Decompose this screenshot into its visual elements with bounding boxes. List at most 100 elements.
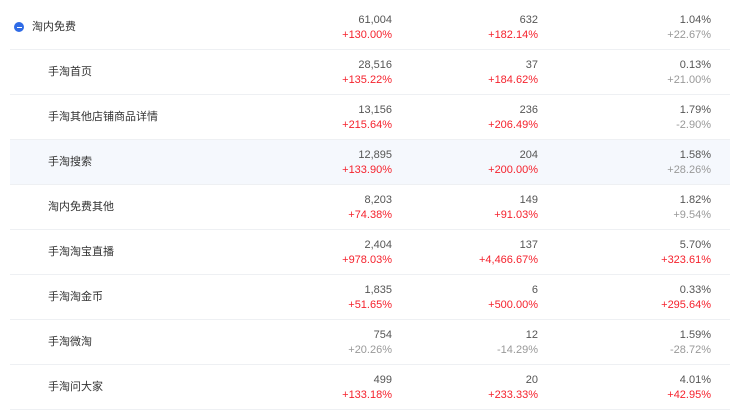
metric-cell-2: 204 +200.00%	[488, 148, 538, 178]
source-name-cell: 手淘淘金币	[48, 275, 103, 319]
metric-change: +233.33%	[488, 389, 538, 401]
source-name: 手淘微淘	[48, 336, 92, 348]
source-name-cell: 淘内免费其他	[48, 185, 114, 229]
metric-value: 1.82%	[679, 194, 711, 206]
source-name: 手淘其他店铺商品详情	[48, 111, 158, 123]
metric-value: 0.13%	[679, 59, 711, 71]
source-name: 手淘淘宝直播	[48, 246, 114, 258]
metric-change: +200.00%	[488, 164, 538, 176]
collapse-minus-icon[interactable]	[14, 22, 24, 32]
metric-cell-2: 12 -14.29%	[497, 328, 538, 358]
metric-change: +91.03%	[494, 209, 538, 221]
metric-cell-2: 149 +91.03%	[494, 193, 538, 223]
table-row[interactable]: 手淘搜索 12,895 +133.90% 204 +200.00% 1.58% +28.26…	[10, 140, 730, 185]
metric-change: +22.67%	[667, 29, 711, 41]
table-row[interactable]: 手淘淘金币 1,835 +51.65% 6 +500.00% 0.33% +295.64%	[10, 275, 730, 320]
metric-cell-1: 12,895 +133.90%	[342, 148, 392, 178]
metric-change: +133.18%	[342, 389, 392, 401]
metric-cell-3: 0.13% +21.00%	[667, 58, 711, 88]
metric-change: +28.26%	[667, 164, 711, 176]
metric-value: 61,004	[358, 14, 392, 26]
metric-change: +4,466.67%	[478, 254, 538, 266]
metric-change: +130.00%	[342, 29, 392, 41]
metric-cell-1: 61,004 +130.00%	[342, 13, 392, 43]
metric-cell-2: 20 +233.33%	[488, 373, 538, 403]
source-name-cell: 手淘问大家	[48, 365, 103, 409]
metric-value: 37	[525, 59, 538, 71]
metric-cell-3: 1.82% +9.54%	[673, 193, 711, 223]
metric-change: +215.64%	[342, 119, 392, 131]
source-name: 淘内免费其他	[48, 201, 114, 213]
source-name-cell: 手淘其他店铺商品详情	[48, 95, 158, 139]
metric-change: +133.90%	[342, 164, 392, 176]
metric-cell-3: 1.58% +28.26%	[667, 148, 711, 178]
metric-value: 2,404	[364, 239, 392, 251]
metric-change: +42.95%	[667, 389, 711, 401]
metric-value: 5.70%	[679, 239, 711, 251]
metric-value: 12	[525, 329, 538, 341]
metric-cell-1: 13,156 +215.64%	[342, 103, 392, 133]
metric-value: 20	[525, 374, 538, 386]
table-row[interactable]: 淘内免费其他 8,203 +74.38% 149 +91.03% 1.82% +9.54%	[10, 185, 730, 230]
metric-cell-2: 236 +206.49%	[488, 103, 538, 133]
table-row[interactable]: 手淘其他店铺商品详情 13,156 +215.64% 236 +206.49% 1.79%…	[10, 95, 730, 140]
metric-cell-2: 137 +4,466.67%	[479, 238, 538, 268]
source-name: 手淘搜索	[48, 156, 92, 168]
metric-change: -28.72%	[670, 344, 711, 356]
metric-change: +978.03%	[342, 254, 392, 266]
metric-change: +21.00%	[667, 74, 711, 86]
metric-value: 137	[519, 239, 538, 251]
metric-change: +182.14%	[488, 29, 538, 41]
metric-cell-3: 0.33% +295.64%	[661, 283, 711, 313]
metric-change: +295.64%	[661, 299, 711, 311]
source-name: 手淘淘金币	[48, 291, 103, 303]
metric-value: 1.59%	[679, 329, 711, 341]
metric-value: 499	[373, 374, 392, 386]
metric-change: -14.29%	[497, 344, 538, 356]
metric-cell-2: 6 +500.00%	[488, 283, 538, 313]
source-name: 手淘首页	[48, 66, 92, 78]
metric-change: +184.62%	[488, 74, 538, 86]
metric-value: 236	[519, 104, 538, 116]
metric-value: 204	[519, 149, 538, 161]
metric-cell-1: 2,404 +978.03%	[342, 238, 392, 268]
source-name: 手淘问大家	[48, 381, 103, 393]
source-name: 淘内免费	[32, 21, 76, 33]
source-name-cell: 淘内免费	[14, 5, 76, 49]
metric-change: +20.26%	[348, 344, 392, 356]
metric-value: 1.79%	[679, 104, 711, 116]
metric-value: 13,156	[358, 104, 392, 116]
metric-value: 8,203	[364, 194, 392, 206]
metric-value: 4.01%	[679, 374, 711, 386]
metric-value: 754	[373, 329, 392, 341]
metric-change: +51.65%	[348, 299, 392, 311]
metric-cell-2: 37 +184.62%	[488, 58, 538, 88]
metric-cell-1: 1,835 +51.65%	[348, 283, 392, 313]
source-name-cell: 手淘淘宝直播	[48, 230, 114, 274]
table-row[interactable]: 手淘问大家 499 +133.18% 20 +233.33% 4.01% +42.95%	[10, 365, 730, 410]
metric-cell-1: 499 +133.18%	[342, 373, 392, 403]
metric-cell-3: 4.01% +42.95%	[667, 373, 711, 403]
metric-cell-3: 1.59% -28.72%	[670, 328, 711, 358]
metric-cell-2: 632 +182.14%	[488, 13, 538, 43]
table-row[interactable]: 淘内免费 61,004 +130.00% 632 +182.14% 1.04% +22.67…	[10, 5, 730, 50]
metric-value: 149	[519, 194, 538, 206]
metric-value: 1,835	[364, 284, 392, 296]
metric-change: +323.61%	[661, 254, 711, 266]
traffic-source-table: 淘内免费 61,004 +130.00% 632 +182.14% 1.04% +22.67…	[10, 5, 730, 410]
metric-value: 12,895	[358, 149, 392, 161]
metric-cell-3: 1.04% +22.67%	[667, 13, 711, 43]
metric-cell-3: 1.79% -2.90%	[676, 103, 711, 133]
table-row[interactable]: 手淘淘宝直播 2,404 +978.03% 137 +4,466.67% 5.70% +32…	[10, 230, 730, 275]
metric-change: -2.90%	[676, 119, 711, 131]
source-name-cell: 手淘微淘	[48, 320, 92, 364]
metric-value: 28,516	[358, 59, 392, 71]
metric-change: +206.49%	[488, 119, 538, 131]
metric-cell-1: 28,516 +135.22%	[342, 58, 392, 88]
metric-change: +135.22%	[342, 74, 392, 86]
metric-value: 1.04%	[679, 14, 711, 26]
table-row[interactable]: 手淘微淘 754 +20.26% 12 -14.29% 1.59% -28.72%	[10, 320, 730, 365]
metric-value: 1.58%	[679, 149, 711, 161]
metric-cell-1: 8,203 +74.38%	[348, 193, 392, 223]
table-row[interactable]: 手淘首页 28,516 +135.22% 37 +184.62% 0.13% +21.00%	[10, 50, 730, 95]
